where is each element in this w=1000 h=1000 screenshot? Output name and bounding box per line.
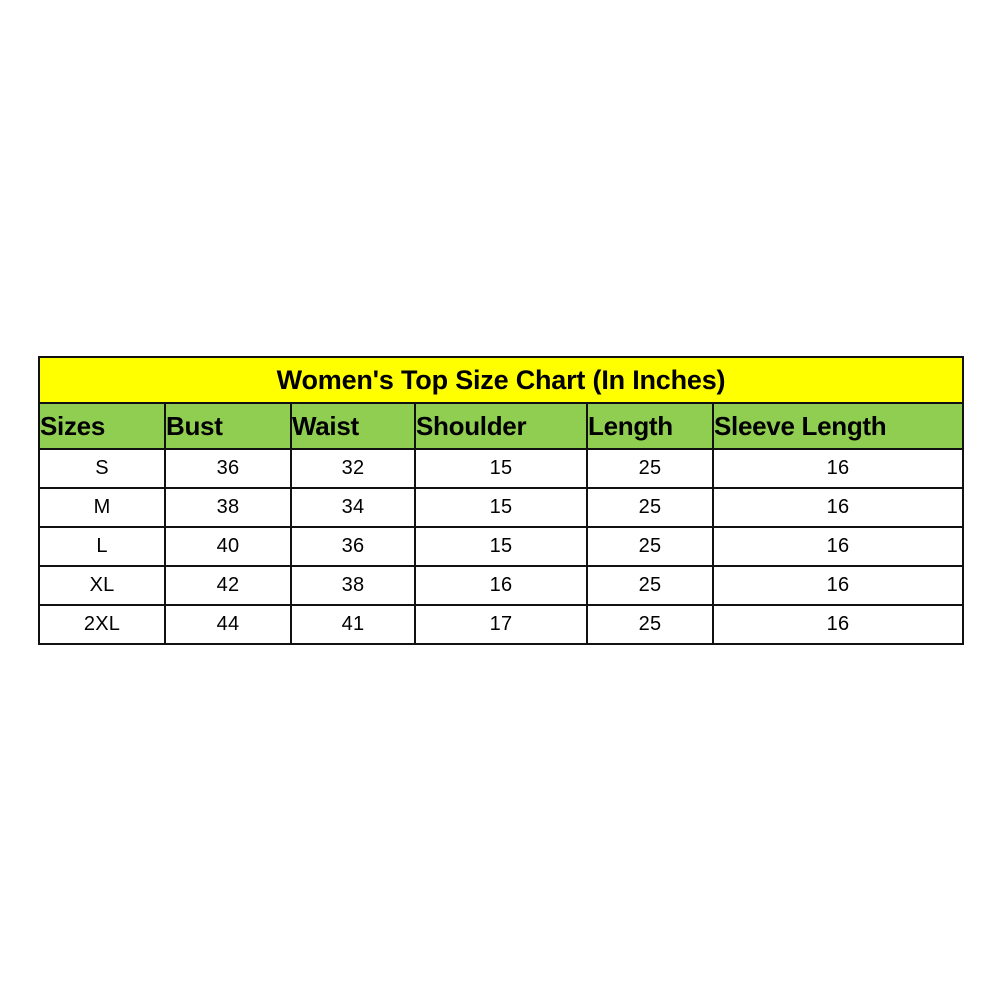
cell-shoulder: 16 [414,565,588,606]
cell-length: 25 [586,448,714,489]
cell-size: 2XL [38,604,166,645]
cell-length: 25 [586,604,714,645]
table-row: 2XL 44 41 17 25 16 [38,604,965,645]
column-header-waist: Waist [290,402,416,450]
cell-sleeve-length: 16 [711,604,965,645]
cell-sleeve-length: 16 [711,526,965,567]
cell-sleeve-length: 16 [711,565,965,606]
cell-bust: 36 [164,448,292,489]
cell-shoulder: 15 [414,526,588,567]
table-header-row: Sizes Bust Waist Shoulder Length Sleeve … [38,402,965,450]
table-title-row: Women's Top Size Chart (In Inches) [37,356,965,404]
cell-bust: 40 [164,526,292,567]
size-chart-table: Women's Top Size Chart (In Inches) Sizes… [37,356,965,645]
cell-length: 25 [586,565,714,606]
chart-title: Women's Top Size Chart (In Inches) [37,356,965,404]
cell-waist: 36 [290,526,416,567]
column-header-shoulder: Shoulder [414,402,588,450]
cell-shoulder: 15 [414,448,588,489]
cell-waist: 32 [290,448,416,489]
cell-sleeve-length: 16 [711,448,965,489]
cell-shoulder: 17 [414,604,588,645]
column-header-sleeve-length: Sleeve Length [711,402,965,450]
column-header-length: Length [586,402,714,450]
cell-sleeve-length: 16 [711,487,965,528]
table-row: XL 42 38 16 25 16 [38,565,965,606]
cell-bust: 42 [164,565,292,606]
cell-size: L [38,526,166,567]
cell-size: M [38,487,166,528]
column-header-sizes: Sizes [38,402,166,450]
table-row: M 38 34 15 25 16 [38,487,965,528]
cell-shoulder: 15 [414,487,588,528]
cell-length: 25 [586,526,714,567]
cell-size: XL [38,565,166,606]
cell-bust: 44 [164,604,292,645]
cell-size: S [38,448,166,489]
cell-waist: 38 [290,565,416,606]
cell-waist: 34 [290,487,416,528]
cell-waist: 41 [290,604,416,645]
table-row: L 40 36 15 25 16 [38,526,965,567]
column-header-bust: Bust [164,402,292,450]
cell-bust: 38 [164,487,292,528]
cell-length: 25 [586,487,714,528]
table-row: S 36 32 15 25 16 [38,448,965,489]
